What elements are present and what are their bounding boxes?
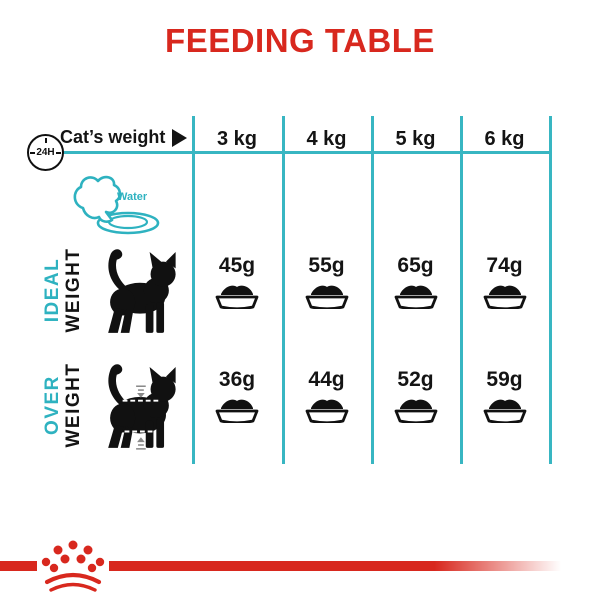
- grams-value: 44g: [308, 368, 345, 391]
- col-header-4kg: 4 kg: [306, 127, 347, 150]
- right-arrow-icon: [172, 128, 188, 147]
- over-label: OVER: [41, 375, 63, 435]
- cats-weight-header: Cat’s weight: [60, 127, 192, 148]
- food-bowl-icon: [483, 399, 526, 423]
- cell-over-6kg: 59g: [460, 368, 549, 423]
- cats-weight-label: Cat’s weight: [60, 127, 166, 147]
- grams-value: 74g: [486, 254, 523, 277]
- column-divider: [371, 116, 374, 464]
- clock-tick: [44, 138, 47, 143]
- food-bowl-icon: [305, 285, 348, 309]
- cell-over-5kg: 52g: [371, 368, 460, 423]
- food-bowl-icon: [483, 285, 526, 309]
- over-weight-cat-icon: [108, 364, 176, 450]
- weight-label: WEIGHT: [63, 362, 84, 448]
- grams-value: 36g: [218, 368, 256, 391]
- food-bowl-icon: [394, 399, 437, 423]
- crown-logo: [41, 540, 105, 592]
- ideal-weight-cat-icon: [108, 249, 176, 333]
- food-bowl-icon: [215, 399, 259, 423]
- col-header-3kg: 3 kg: [216, 127, 258, 150]
- brand-stripe-right: [109, 561, 561, 571]
- food-bowl-icon: [394, 285, 437, 309]
- table-right-border: [549, 116, 552, 464]
- grams-value: 65g: [397, 254, 434, 277]
- column-divider: [282, 116, 285, 464]
- page-title: FEEDING TABLE: [165, 22, 435, 59]
- water-bowl-icon: [73, 175, 160, 235]
- weight-label: WEIGHT: [63, 247, 84, 333]
- column-divider: [192, 116, 195, 464]
- clock-dash-right: [56, 151, 61, 154]
- clock-dash-left: [30, 151, 35, 154]
- col-header-5kg: 5 kg: [395, 127, 436, 150]
- 24h-clock-icon: 24H: [27, 134, 64, 171]
- col-header-6kg: 6 kg: [484, 127, 525, 150]
- clock-label: 24H: [36, 147, 55, 158]
- header-underline: [38, 151, 552, 154]
- water-label: Water: [117, 191, 148, 203]
- grams-value: 55g: [308, 254, 345, 277]
- grams-value: 59g: [486, 368, 523, 391]
- food-bowl-icon: [215, 285, 259, 309]
- over-weight-row-label: OVER WEIGHT: [38, 350, 88, 460]
- cell-ideal-4kg: 55g: [282, 254, 371, 309]
- cell-over-3kg: 36g: [192, 368, 282, 423]
- cell-over-4kg: 44g: [282, 368, 371, 423]
- ideal-label: IDEAL: [41, 257, 63, 323]
- grams-value: 52g: [397, 368, 434, 391]
- ideal-weight-row-label: IDEAL WEIGHT: [38, 235, 88, 345]
- cell-ideal-6kg: 74g: [460, 254, 549, 309]
- food-bowl-icon: [305, 399, 348, 423]
- column-divider: [460, 116, 463, 464]
- cell-ideal-5kg: 65g: [371, 254, 460, 309]
- cell-ideal-3kg: 45g: [192, 254, 282, 309]
- grams-value: 45g: [218, 254, 256, 277]
- brand-stripe-left: [0, 561, 37, 571]
